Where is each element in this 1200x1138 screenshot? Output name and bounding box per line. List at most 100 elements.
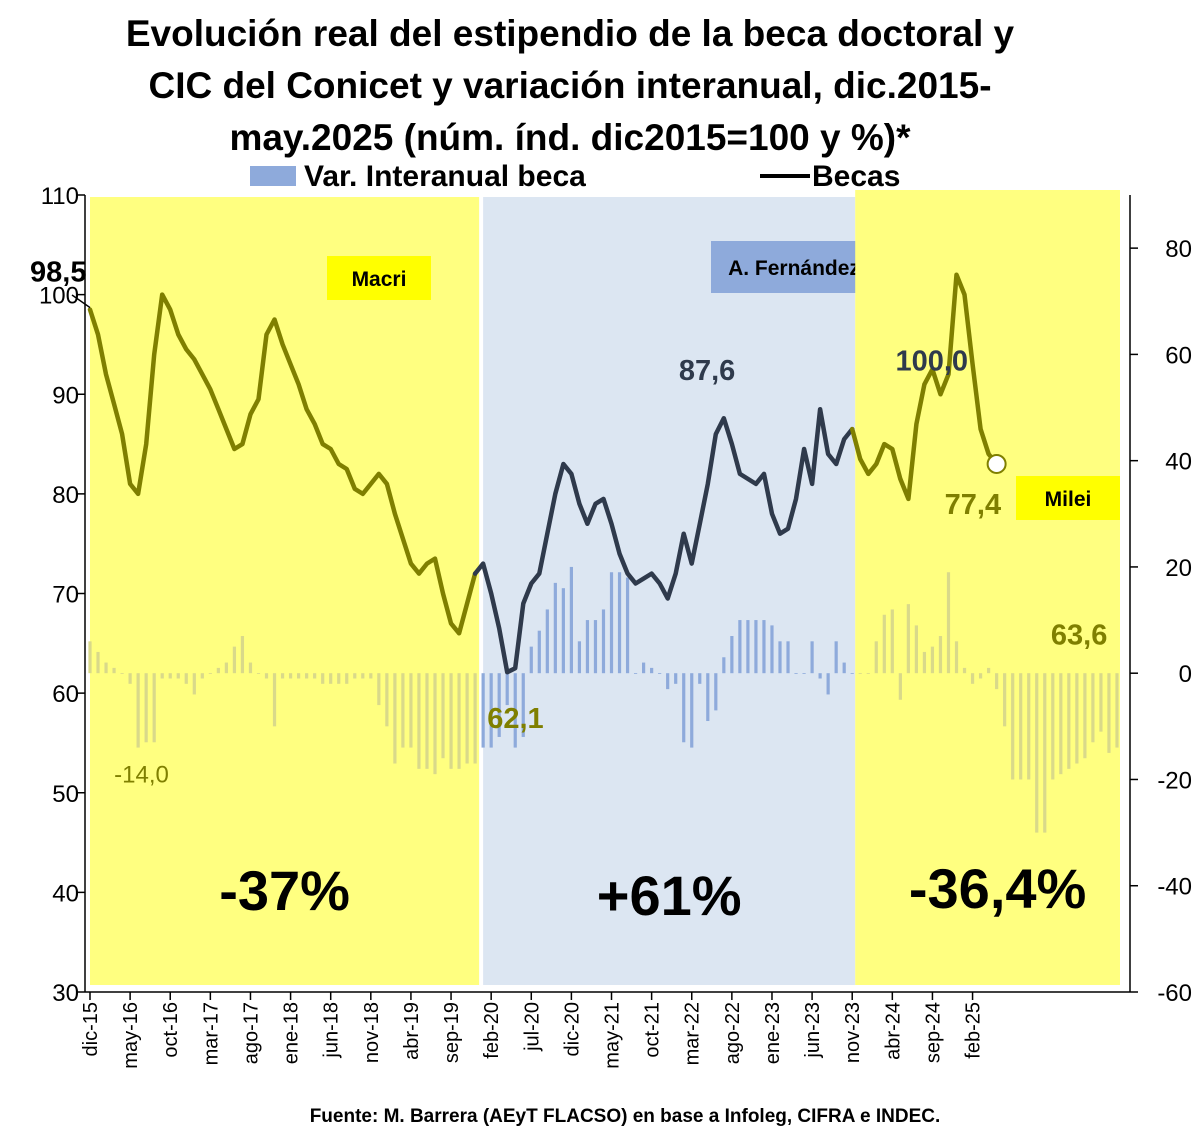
bar: [946, 572, 951, 674]
bar: [1099, 673, 1103, 732]
bar: [272, 673, 277, 727]
bar: [200, 673, 204, 679]
bar: [353, 673, 357, 679]
bar: [248, 662, 253, 674]
bar: [962, 667, 967, 674]
x-tick-label: may-21: [602, 1002, 624, 1069]
bar: [1059, 673, 1063, 775]
y-left-tick-label: 40: [52, 880, 79, 907]
bar: [88, 641, 92, 674]
bar: [650, 667, 654, 674]
bar: [826, 673, 830, 695]
period-change: -36,4%: [909, 857, 1086, 920]
bar: [297, 673, 301, 679]
x-tick-label: jun-18: [321, 1002, 343, 1059]
bar: [778, 641, 782, 674]
x-tick-label: ago-22: [722, 1002, 744, 1064]
period-bands: Macri -37% A. Fernández +61% Milei -36,4%: [90, 190, 1120, 985]
period-band: [855, 190, 1120, 985]
bar: [313, 673, 317, 679]
y-right-tick-label: 60: [1165, 342, 1192, 369]
bar: [818, 673, 822, 679]
bar: [906, 604, 910, 674]
y-left-tick-label: 50: [52, 781, 79, 808]
x-tick-label: oct-21: [642, 1002, 664, 1058]
x-tick-label: oct-16: [160, 1002, 182, 1058]
bar: [625, 577, 630, 674]
bar: [842, 662, 846, 674]
bar: [609, 572, 614, 674]
period-band: [90, 197, 480, 985]
bar: [633, 673, 638, 674]
bar: [377, 673, 381, 706]
x-tick-label: dic-20: [561, 1002, 583, 1056]
data-label: 63,6: [1051, 619, 1107, 651]
period-label-box: [711, 241, 877, 293]
bar: [561, 588, 565, 674]
bar: [930, 646, 935, 674]
legend-label-bar: Var. Interanual beca: [304, 160, 586, 193]
line-segment: [849, 272, 999, 502]
x-tick-label: ene-23: [762, 1002, 784, 1064]
bar: [208, 673, 212, 674]
x-tick-label: ene-18: [281, 1002, 303, 1064]
title-line-1: Evolución real del estipendio de la beca…: [125, 13, 1015, 54]
legend: Var. Interanual beca Becas: [250, 160, 900, 193]
bar: [658, 673, 662, 674]
bar: [497, 673, 501, 737]
period-change: -37%: [219, 859, 350, 922]
bar: [1091, 673, 1095, 743]
x-tick-label: may-16: [120, 1002, 142, 1069]
bar: [393, 673, 397, 764]
bar: [457, 673, 461, 769]
legend-label-line: Becas: [812, 160, 900, 193]
bar: [666, 673, 670, 690]
title-line-3: may.2025 (núm. índ. dic2015=100 y %)*: [229, 117, 911, 158]
period-change: +61%: [597, 864, 742, 927]
x-tick-label: jun-23: [802, 1002, 824, 1059]
bar: [521, 673, 525, 737]
bar: [714, 673, 718, 711]
bar: [585, 620, 590, 674]
period-label-box: [1016, 476, 1120, 520]
x-tick-label: mar-22: [682, 1002, 704, 1065]
bar: [954, 641, 959, 674]
bar: [481, 673, 485, 748]
bar: [489, 673, 493, 748]
y-left-tick-label: 30: [52, 980, 79, 1007]
y-right-tick-label: 40: [1165, 449, 1192, 476]
bar: [898, 673, 902, 700]
bar: [746, 620, 750, 674]
x-tick-label: nov-23: [842, 1002, 864, 1063]
x-tick-label: ago-17: [240, 1002, 262, 1064]
chart-title: Evolución real del estipendio de la beca…: [0, 8, 1140, 164]
bar: [987, 667, 991, 674]
bar: [264, 673, 269, 679]
bar: [216, 667, 220, 674]
bar: [1107, 673, 1111, 753]
bar: [1003, 673, 1007, 727]
bar: [642, 662, 646, 674]
bar: [762, 620, 766, 674]
bar: [152, 673, 156, 743]
annotations: 98,5 62,1 87,6 100,0 77,4 63,6 -14,0: [30, 257, 1107, 789]
bar: [1019, 673, 1023, 780]
bar: [690, 673, 694, 748]
y-right-tick-label: -60: [1157, 980, 1192, 1007]
bar: [433, 673, 437, 775]
bar: [553, 582, 557, 674]
bar: [305, 673, 309, 679]
bar: [537, 630, 541, 674]
period-label: Milei: [1045, 488, 1092, 511]
bar: [569, 566, 573, 674]
y-left-tick-label: 110: [41, 183, 79, 210]
bar: [337, 673, 341, 684]
bar: [96, 651, 100, 674]
bar: [978, 673, 983, 679]
bar: [441, 673, 445, 759]
bar: [329, 673, 333, 684]
data-label: 98,5: [30, 257, 86, 289]
bar: [593, 620, 598, 674]
bar: [874, 641, 878, 674]
x-tick-label: abr-19: [401, 1002, 423, 1060]
